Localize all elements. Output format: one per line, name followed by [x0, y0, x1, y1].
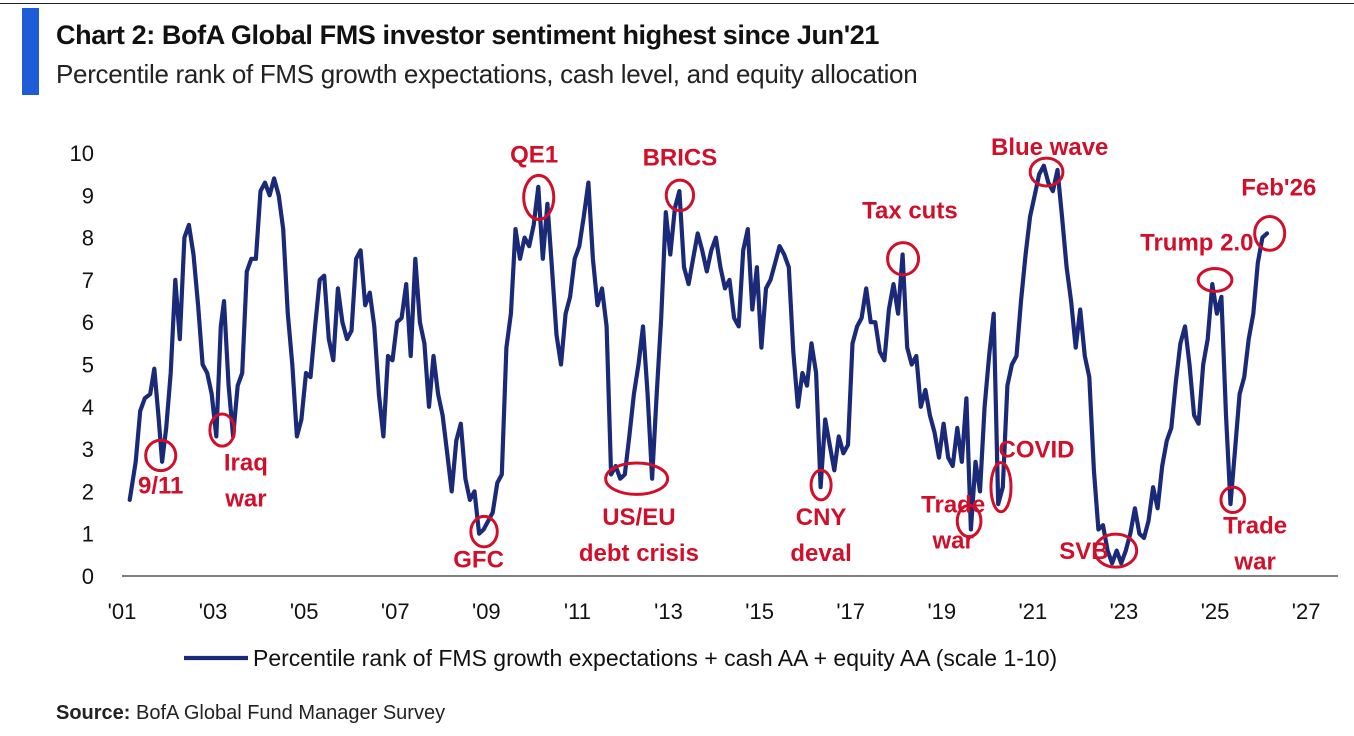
annotation-label: Tax cuts: [862, 198, 958, 225]
y-tick-label: 10: [70, 141, 94, 166]
annotation-circle: [208, 412, 236, 448]
source-note: Source: BofA Global Fund Manager Survey: [56, 702, 445, 725]
x-tick-label: '03: [199, 599, 228, 624]
annotation-label: war: [931, 528, 973, 555]
annotation-label: SVB: [1059, 538, 1108, 565]
annotation-label: Blue wave: [991, 134, 1108, 161]
annotation-circle: [1196, 266, 1234, 293]
x-tick-label: '17: [836, 599, 865, 624]
top-rule: [0, 3, 1354, 4]
annotation-circle: [989, 461, 1013, 514]
annotation-label: Trade: [1223, 513, 1287, 540]
annotation-circle: [604, 461, 670, 496]
chart-subtitle: Percentile rank of FMS growth expectatio…: [56, 59, 918, 89]
annotation-circle: [1219, 485, 1247, 515]
annotation-circle: [1028, 156, 1065, 188]
annotation-label: Trump 2.0: [1140, 229, 1253, 256]
annotation-label: QE1: [510, 141, 558, 168]
source-text: BofA Global Fund Manager Survey: [130, 702, 446, 724]
y-tick-label: 6: [82, 310, 94, 335]
annotation-label: 9/11: [138, 473, 183, 500]
annotation-circle: [1093, 532, 1139, 569]
x-tick-label: '27: [1292, 599, 1321, 624]
annotation-label: US/EU: [602, 504, 675, 531]
x-tick-label: '01: [108, 599, 137, 624]
source-label: Source:: [56, 702, 131, 724]
annotation-label: war: [1233, 549, 1275, 576]
x-tick-label: '19: [927, 599, 956, 624]
x-tick-label: '23: [1110, 599, 1139, 624]
annotation-circle: [522, 173, 556, 221]
annotation-circle: [664, 178, 696, 213]
annotation-circle: [809, 468, 833, 502]
annotation-label: GFC: [453, 547, 504, 574]
x-tick-label: '25: [1201, 599, 1230, 624]
x-tick-label: '13: [654, 599, 683, 624]
annotation-circle: [1253, 214, 1287, 252]
x-tick-label: '15: [745, 599, 774, 624]
y-tick-label: 8: [82, 226, 94, 251]
y-tick-label: 9: [82, 183, 94, 208]
annotation-circle: [469, 514, 499, 549]
x-tick-label: '11: [564, 599, 591, 624]
annotation-label: COVID: [998, 437, 1074, 464]
x-tick-label: '05: [290, 599, 319, 624]
annotation-label: deval: [790, 540, 851, 567]
legend-label: Percentile rank of FMS growth expectatio…: [253, 645, 1057, 671]
annotation-label: war: [224, 485, 266, 512]
x-tick-label: '21: [1019, 599, 1048, 624]
annotation-label: Iraq: [224, 449, 268, 476]
y-tick-label: 1: [82, 522, 94, 547]
annotation-label: debt crisis: [579, 540, 699, 567]
y-tick-label: 4: [82, 395, 94, 420]
annotation-label: CNY: [796, 504, 847, 531]
annotation-label: BRICS: [643, 145, 718, 172]
annotation-circle: [955, 503, 983, 539]
annotation-circle: [886, 241, 921, 277]
x-tick-label: '07: [381, 599, 410, 624]
series-line: [127, 163, 1270, 566]
chart-title: Chart 2: BofA Global FMS investor sentim…: [56, 20, 879, 50]
y-tick-label: 7: [82, 268, 94, 293]
title-accent-bar: [22, 8, 39, 95]
x-tick-label: '09: [472, 599, 501, 624]
y-tick-label: 0: [82, 564, 94, 589]
y-tick-label: 2: [82, 479, 94, 504]
annotation-label: Trade: [921, 492, 985, 519]
annotation-circle: [144, 438, 178, 473]
annotation-label: Feb'26: [1241, 174, 1316, 201]
y-tick-label: 5: [82, 353, 94, 378]
y-tick-label: 3: [82, 437, 94, 462]
